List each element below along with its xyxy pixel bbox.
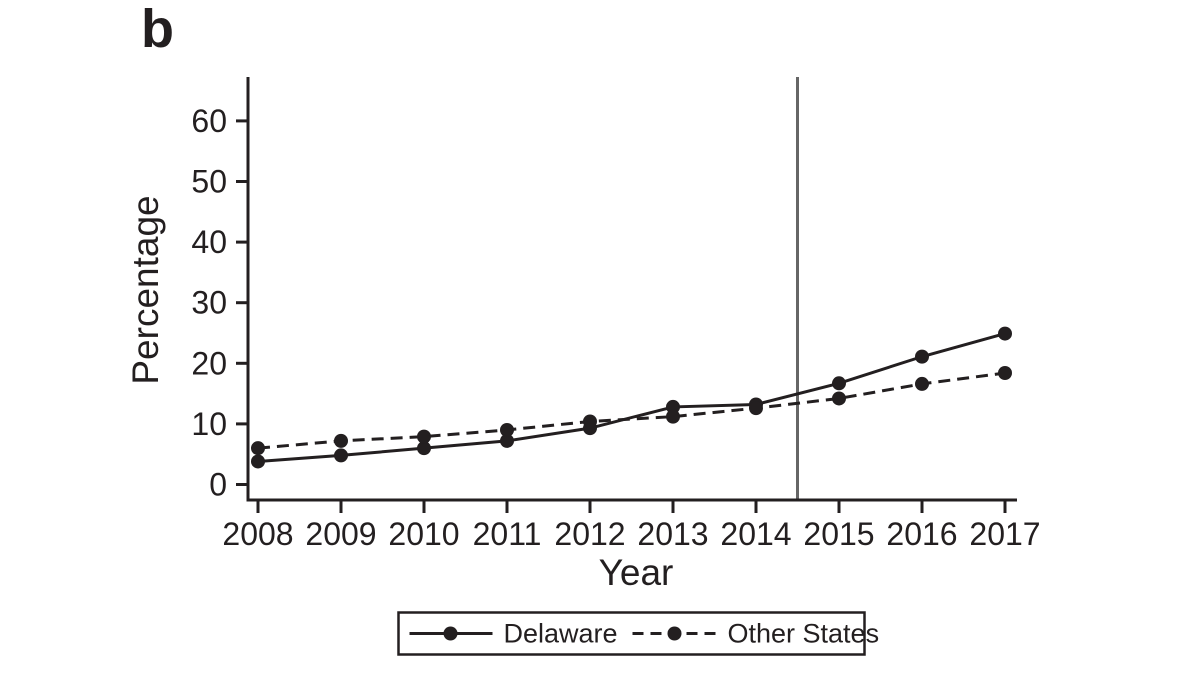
y-tick-label: 40 xyxy=(191,224,227,260)
other-states-data-point xyxy=(583,414,597,429)
x-tick-label: 2013 xyxy=(637,516,708,552)
y-tick-label: 20 xyxy=(191,345,227,381)
x-axis-title: Year xyxy=(599,552,674,593)
other-states-data-point xyxy=(251,441,265,456)
delaware-data-point xyxy=(417,441,431,456)
legend-delaware-marker xyxy=(443,626,458,641)
delaware-series-line xyxy=(257,332,1006,463)
legend-label-delaware: Delaware xyxy=(504,619,618,649)
x-tick-label: 2009 xyxy=(305,516,376,552)
y-tick-label: 30 xyxy=(191,285,227,321)
delaware-data-point xyxy=(500,433,514,448)
x-tick-label: 2014 xyxy=(720,516,791,552)
x-tick-label: 2012 xyxy=(554,516,625,552)
y-tick-label: 60 xyxy=(191,103,227,139)
other-states-data-point xyxy=(915,376,929,391)
delaware-data-point xyxy=(666,399,680,414)
x-tick-label: 2010 xyxy=(388,516,459,552)
delaware-data-point xyxy=(915,349,929,364)
delaware-data-point xyxy=(251,454,265,469)
other-states-series-line xyxy=(257,371,1006,450)
y-tick-label: 10 xyxy=(191,406,227,442)
other-states-data-point xyxy=(666,409,680,424)
y-tick-label: 0 xyxy=(209,467,227,503)
y-axis-title: Percentage xyxy=(125,195,166,384)
other-states-data-point xyxy=(417,429,431,444)
other-states-data-point xyxy=(749,401,763,416)
x-tick-label: 2011 xyxy=(473,516,542,552)
delaware-data-point xyxy=(334,448,348,463)
other-states-data-point xyxy=(500,422,514,437)
other-states-data-point xyxy=(832,391,846,406)
x-tick-label: 2017 xyxy=(969,516,1040,552)
delaware-data-point xyxy=(998,326,1012,341)
x-tick-label: 2015 xyxy=(803,516,874,552)
x-tick-label: 2008 xyxy=(222,516,293,552)
legend-label-other-states: Other States xyxy=(728,619,880,649)
delaware-data-point xyxy=(832,376,846,391)
legend-other-states-marker xyxy=(667,626,682,641)
y-tick-label: 50 xyxy=(191,164,227,200)
x-tick-label: 2016 xyxy=(886,516,957,552)
other-states-data-point xyxy=(998,365,1012,380)
panel-label: b xyxy=(141,0,174,59)
other-states-data-point xyxy=(334,433,348,448)
